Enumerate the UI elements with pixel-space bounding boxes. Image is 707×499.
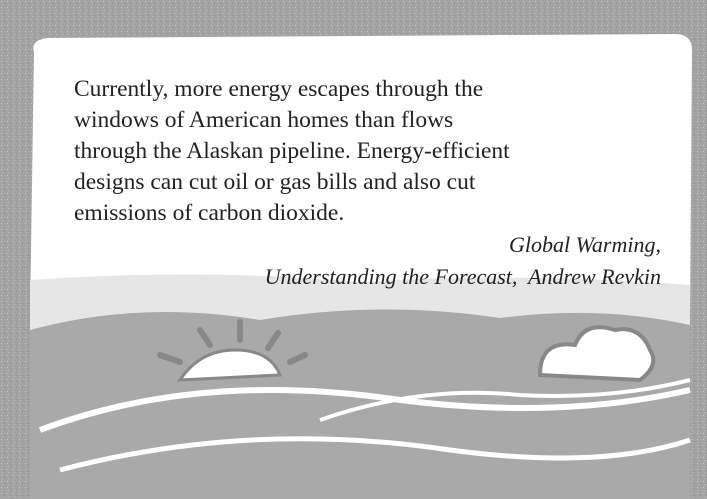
quote-line: windows of American homes than flows bbox=[74, 109, 453, 133]
quote-line: through the Alaskan pipeline. Energy-eff… bbox=[74, 140, 510, 164]
attribution-line: Global Warming, bbox=[509, 234, 661, 256]
quote-line: designs can cut oil or gas bills and als… bbox=[74, 171, 475, 195]
attribution-line: Understanding the Forecast, Andrew Revki… bbox=[265, 266, 661, 288]
quote-line: emissions of carbon dioxide. bbox=[74, 202, 344, 226]
card: Currently, more energy escapes through t… bbox=[0, 0, 707, 499]
quote-line: Currently, more energy escapes through t… bbox=[74, 78, 483, 102]
